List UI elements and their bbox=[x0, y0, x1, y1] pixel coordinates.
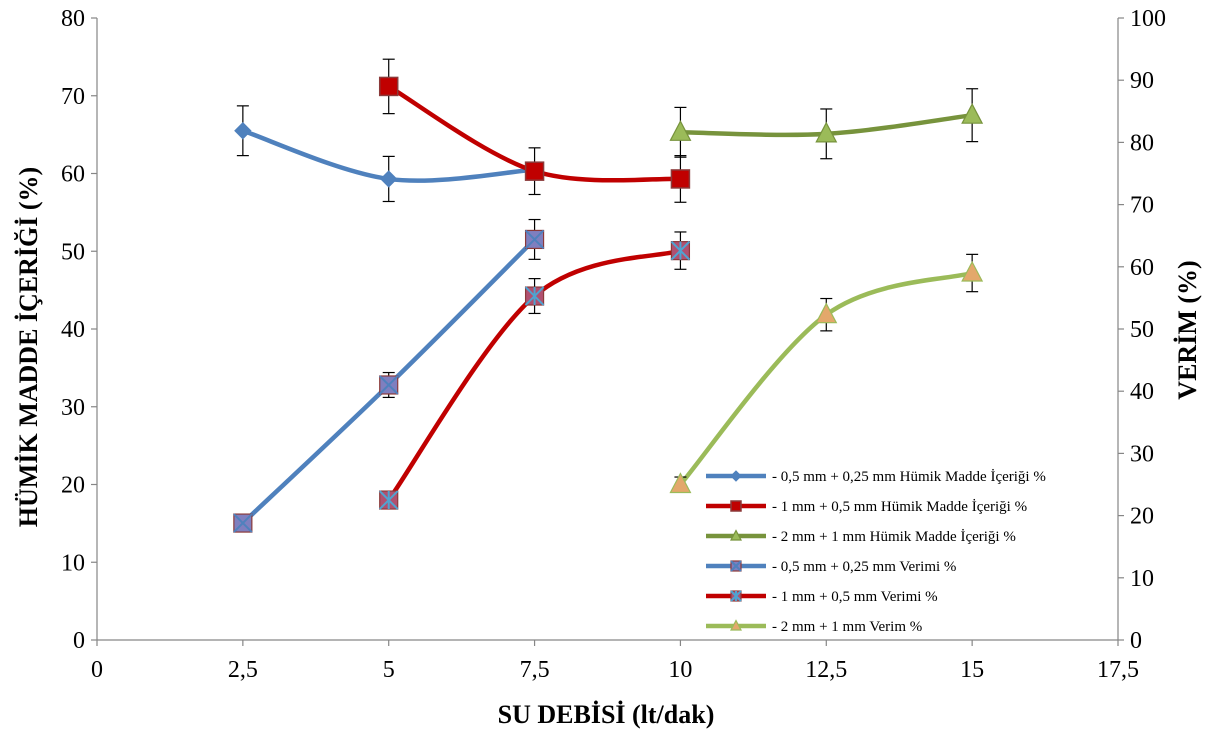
data-point bbox=[961, 260, 984, 282]
legend-item: - 2 mm + 1 mm Hümik Madde İçeriği % bbox=[706, 529, 1016, 545]
legend-marker bbox=[730, 529, 742, 541]
data-point bbox=[669, 120, 692, 141]
legend-label: - 0,5 mm + 0,25 mm Verimi % bbox=[772, 559, 956, 575]
y-tick-label-right: 90 bbox=[1130, 68, 1154, 94]
y-tick-label-left: 50 bbox=[61, 239, 85, 265]
y-tick-label-right: 40 bbox=[1130, 379, 1154, 405]
data-point bbox=[380, 170, 398, 188]
y-tick-label-left: 0 bbox=[73, 628, 85, 654]
data-point bbox=[524, 161, 545, 181]
x-tick-label: 10 bbox=[668, 657, 692, 683]
data-point bbox=[378, 76, 399, 97]
data-point-cross bbox=[524, 229, 545, 250]
legend-item: - 1 mm + 0,5 mm Verimi % bbox=[706, 589, 938, 605]
data-point bbox=[815, 302, 838, 324]
legend-label: - 1 mm + 0,5 mm Verimi % bbox=[772, 589, 938, 605]
y-tick-label-left: 20 bbox=[61, 473, 85, 499]
legend-marker-cross bbox=[730, 560, 742, 572]
data-point bbox=[961, 102, 984, 124]
legend-item: - 1 mm + 0,5 mm Hümik Madde İçeriği % bbox=[706, 499, 1027, 515]
y-tick-label-right: 50 bbox=[1130, 317, 1154, 343]
legend-item: - 0,5 mm + 0,25 mm Verimi % bbox=[706, 559, 956, 575]
legend-label: - 1 mm + 0,5 mm Hümik Madde İçeriği % bbox=[772, 499, 1027, 515]
y-axis-title-left: HÜMİK MADDE İÇERİĞİ (%) bbox=[14, 167, 43, 527]
data-point-star bbox=[670, 240, 691, 261]
legend-label: - 0,5 mm + 0,25 mm Hümik Madde İçeriği % bbox=[772, 469, 1046, 485]
x-tick-label: 2,5 bbox=[228, 657, 258, 683]
y-tick-label-right: 80 bbox=[1130, 130, 1154, 156]
y-tick-label-right: 100 bbox=[1130, 6, 1166, 32]
x-tick-label: 15 bbox=[960, 657, 984, 683]
x-axis-title: SU DEBİSİ (lt/dak) bbox=[498, 700, 715, 729]
x-tick-label: 12,5 bbox=[805, 657, 847, 683]
data-point-cross bbox=[233, 513, 253, 533]
y-tick-label-right: 60 bbox=[1130, 255, 1154, 281]
data-point-star bbox=[524, 286, 545, 306]
data-point bbox=[669, 472, 692, 494]
y-tick-label-left: 10 bbox=[61, 550, 85, 576]
legend-item: - 2 mm + 1 mm Verim % bbox=[706, 619, 922, 635]
y-tick-label-right: 20 bbox=[1130, 504, 1154, 530]
data-point bbox=[815, 121, 838, 143]
series-3 bbox=[669, 88, 984, 160]
x-tick-label: 17,5 bbox=[1097, 657, 1139, 683]
x-tick-label: 0 bbox=[91, 657, 103, 683]
data-point-star bbox=[379, 490, 399, 510]
legend-label: - 2 mm + 1 mm Verim % bbox=[772, 619, 922, 635]
y-tick-label-left: 70 bbox=[61, 84, 85, 110]
series-5 bbox=[379, 231, 691, 510]
legend-marker bbox=[730, 619, 742, 631]
axes: 0 2,5 5 7,5 10 12,5 15 17,5 0 10 20 30 40 50 60 70 80 0 10… bbox=[61, 6, 1166, 683]
y-tick-label-right: 30 bbox=[1130, 441, 1154, 467]
x-tick-label: 5 bbox=[383, 657, 395, 683]
y-tick-label-right: 70 bbox=[1130, 193, 1154, 219]
data-point-cross bbox=[379, 375, 399, 395]
y-tick-label-right: 10 bbox=[1130, 566, 1154, 592]
x-tick-label: 7,5 bbox=[520, 657, 550, 683]
plot-area bbox=[233, 58, 984, 533]
legend-item: - 0,5 mm + 0,25 mm Hümik Madde İçeriği % bbox=[706, 469, 1046, 485]
legend-marker bbox=[730, 500, 742, 512]
data-point bbox=[670, 169, 691, 189]
y-tick-label-right: 0 bbox=[1130, 628, 1142, 654]
series-6 bbox=[669, 253, 984, 494]
y-tick-label-left: 30 bbox=[61, 395, 85, 421]
series-4 bbox=[233, 218, 545, 533]
y-tick-label-left: 60 bbox=[61, 162, 85, 188]
legend-marker bbox=[730, 470, 742, 482]
y-tick-label-left: 40 bbox=[61, 317, 85, 343]
legend: - 0,5 mm + 0,25 mm Hümik Madde İçeriği %… bbox=[706, 469, 1046, 635]
legend-marker-star bbox=[730, 590, 742, 602]
legend-label: - 2 mm + 1 mm Hümik Madde İçeriği % bbox=[772, 529, 1016, 545]
y-axis-title-right: VERİM (%) bbox=[1173, 260, 1202, 399]
y-tick-label-left: 80 bbox=[61, 6, 85, 32]
data-point bbox=[234, 122, 252, 140]
series-2 bbox=[378, 58, 691, 203]
